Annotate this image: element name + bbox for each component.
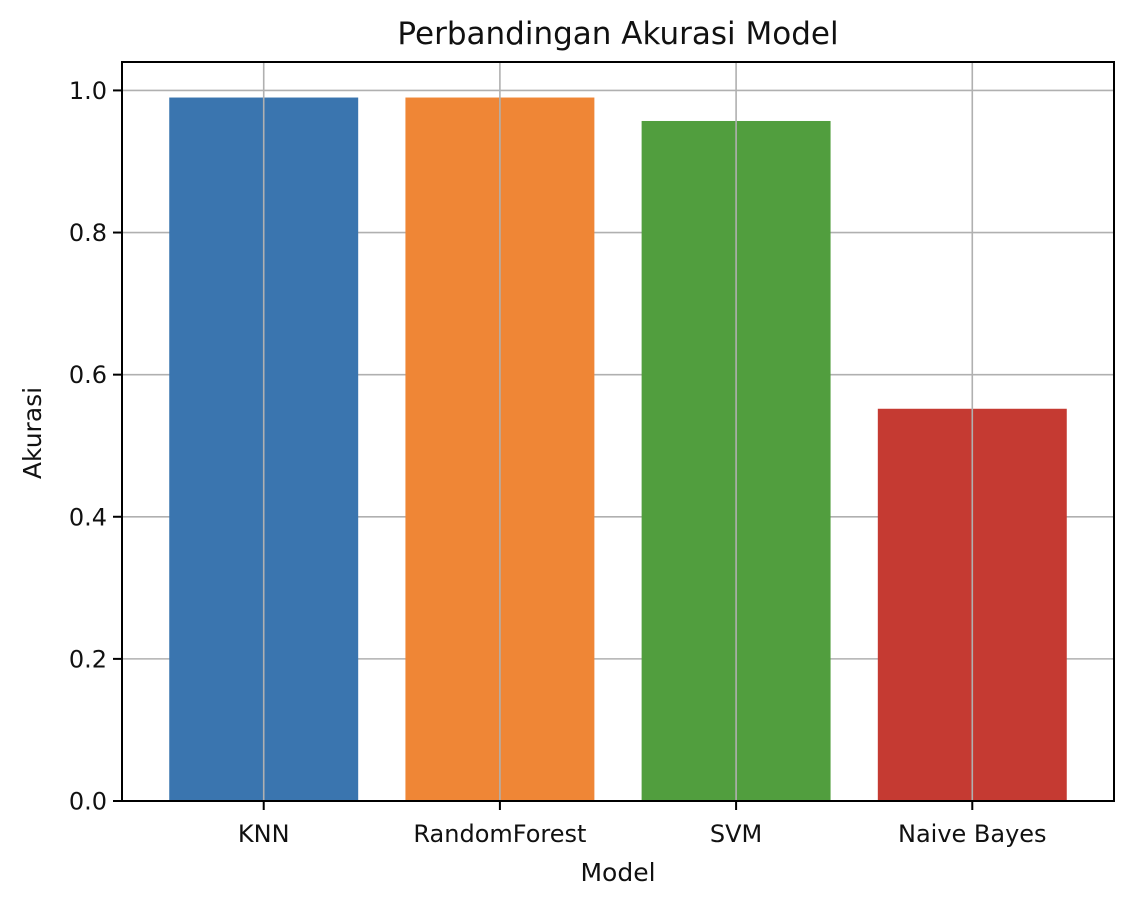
x-tick-label: RandomForest xyxy=(413,820,586,848)
chart-title: Perbandingan Akurasi Model xyxy=(397,16,838,52)
plot-area-frame xyxy=(121,61,1115,802)
y-tick-label: 0.0 xyxy=(69,788,107,816)
y-tick-label: 1.0 xyxy=(69,77,107,105)
x-tick-label: Naive Bayes xyxy=(898,820,1047,848)
y-tick-label: 0.6 xyxy=(69,361,107,389)
x-axis-label: Model xyxy=(580,858,655,887)
bar-layer xyxy=(169,97,1067,801)
vertical-grid-layer xyxy=(262,62,974,801)
x-tick-label: SVM xyxy=(710,820,762,848)
y-tick-label: 0.4 xyxy=(69,503,107,531)
y-tick-label: 0.2 xyxy=(69,645,107,673)
tick-layer: 0.0 0.2 0.4 0.6 0.8 1.0 KNN RandomForest SVM Naiv… xyxy=(69,77,1047,848)
y-axis-label: Akurasi xyxy=(18,387,47,479)
x-tick-label: KNN xyxy=(238,820,290,848)
y-tick-label: 0.8 xyxy=(69,219,107,247)
